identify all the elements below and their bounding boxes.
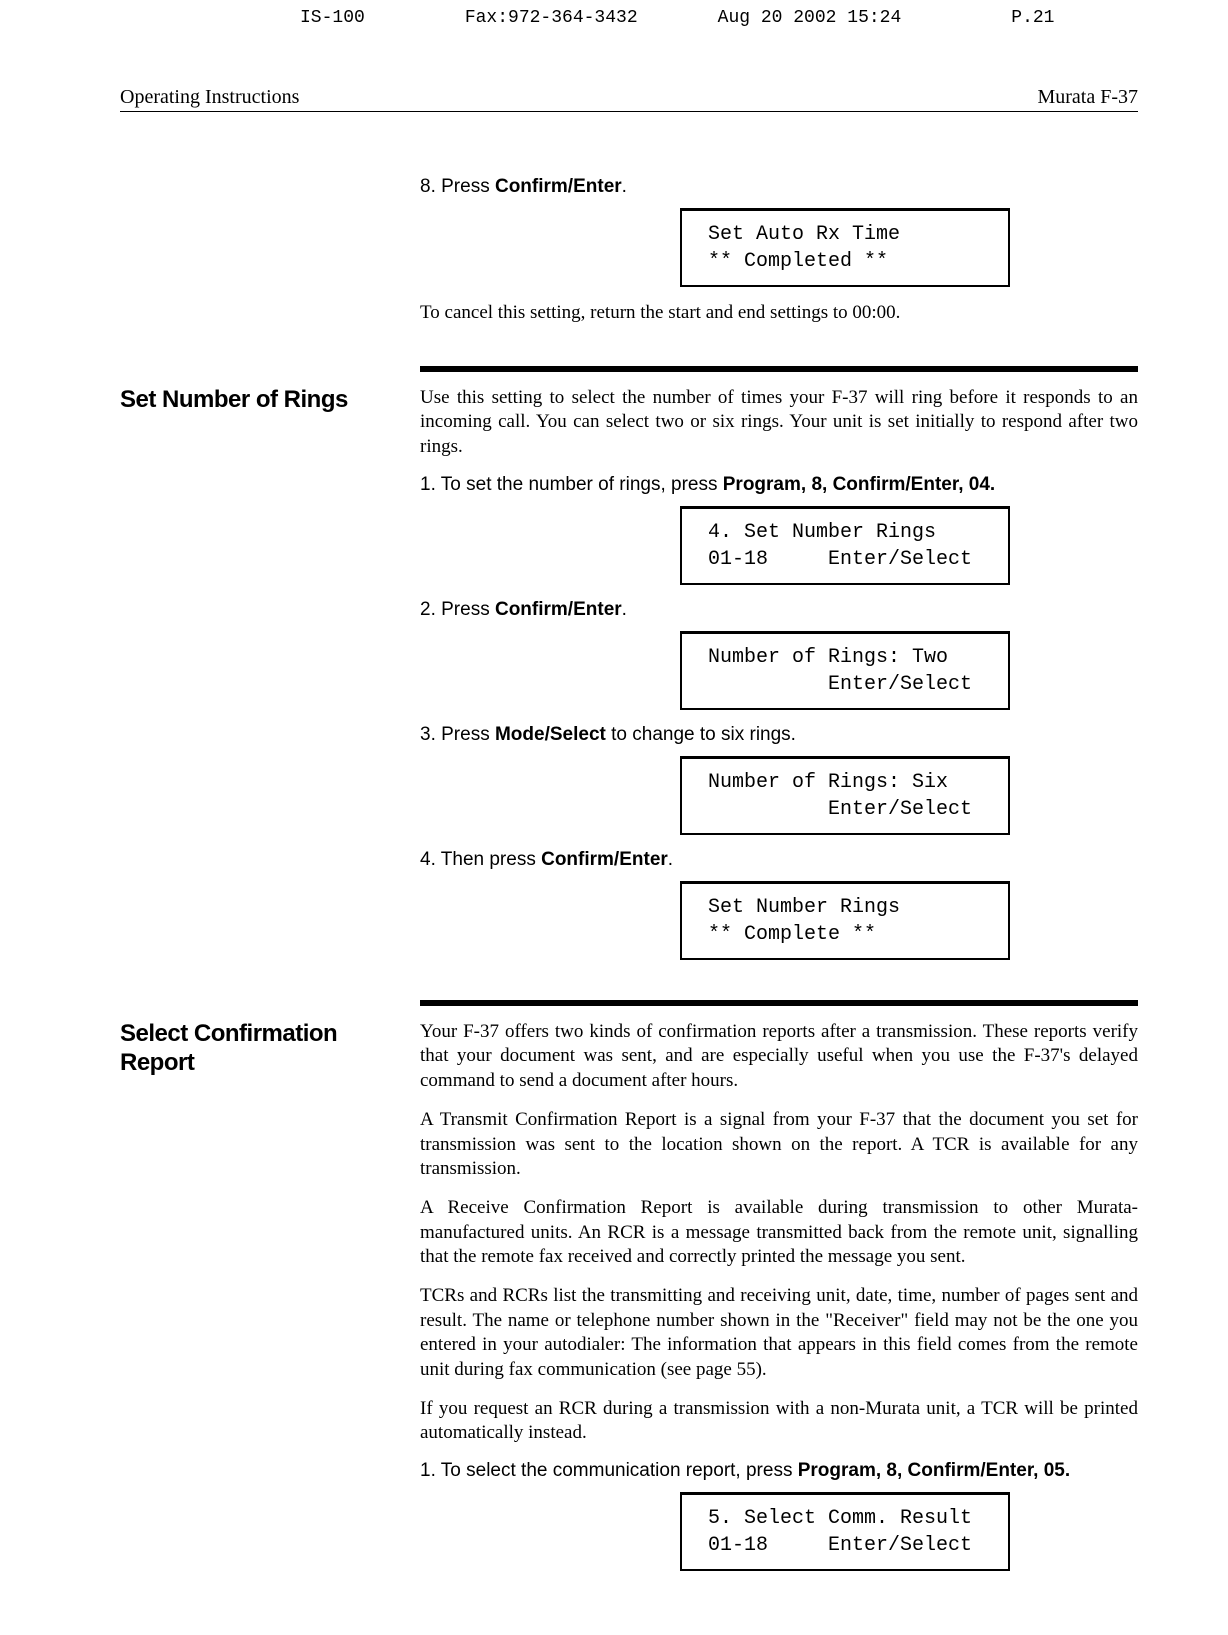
lcd-display: Number of Rings: Two Enter/Select <box>680 631 1010 710</box>
step-4: 4. Then press Confirm/Enter. <box>420 849 1138 871</box>
fax-number: Fax:972-364-3432 <box>465 8 638 28</box>
fax-date: Aug 20 2002 15:24 <box>718 8 902 28</box>
paragraph-3: A Receive Confirmation Report is availab… <box>420 1196 1138 1270</box>
section-heading: Select Confirmation Report <box>120 1020 400 1078</box>
fax-model: IS-100 <box>300 8 365 28</box>
header-right: Murata F-37 <box>1037 86 1138 109</box>
document-page: Operating Instructions Murata F-37 8. Pr… <box>0 36 1228 1635</box>
section-confirmation-report: Select Confirmation Report Your F-37 off… <box>120 1020 1138 1585</box>
step-2: 2. Press Confirm/Enter. <box>420 599 1138 621</box>
fax-page: P.21 <box>1011 8 1054 28</box>
document-header: Operating Instructions Murata F-37 <box>120 86 1138 112</box>
step-1: 1. To set the number of rings, press Pro… <box>420 474 1138 496</box>
fax-header: IS-100 Fax:972-364-3432 Aug 20 2002 15:2… <box>300 0 1228 36</box>
section-divider <box>420 1000 1138 1006</box>
section-continuation: 8. Press Confirm/Enter. Set Auto Rx Time… <box>120 162 1138 386</box>
cancel-instruction: To cancel this setting, return the start… <box>420 301 1138 326</box>
step-8: 8. Press Confirm/Enter. <box>420 176 1138 198</box>
section-divider <box>420 366 1138 372</box>
intro-text: Use this setting to select the number of… <box>420 386 1138 460</box>
right-column: Use this setting to select the number of… <box>420 386 1138 1020</box>
step-3: 3. Press Mode/Select to change to six ri… <box>420 724 1138 746</box>
left-column: Set Number of Rings <box>120 386 420 1020</box>
paragraph-2: A Transmit Confirmation Report is a sign… <box>420 1108 1138 1182</box>
lcd-display: Number of Rings: Six Enter/Select <box>680 756 1010 835</box>
right-column: Your F-37 offers two kinds of confirmati… <box>420 1020 1138 1585</box>
lcd-display: 5. Select Comm. Result 01-18 Enter/Selec… <box>680 1492 1010 1571</box>
section-set-rings: Set Number of Rings Use this setting to … <box>120 386 1138 1020</box>
left-column: Select Confirmation Report <box>120 1020 420 1585</box>
paragraph-4: TCRs and RCRs list the transmitting and … <box>420 1284 1138 1383</box>
header-left: Operating Instructions <box>120 86 299 109</box>
left-column-empty <box>120 162 420 386</box>
lcd-display: 4. Set Number Rings 01-18 Enter/Select <box>680 506 1010 585</box>
right-column: 8. Press Confirm/Enter. Set Auto Rx Time… <box>420 162 1138 386</box>
paragraph-1: Your F-37 offers two kinds of confirmati… <box>420 1020 1138 1094</box>
lcd-display: Set Auto Rx Time ** Completed ** <box>680 208 1010 287</box>
paragraph-5: If you request an RCR during a transmiss… <box>420 1397 1138 1446</box>
step-1: 1. To select the communication report, p… <box>420 1460 1138 1482</box>
lcd-display: Set Number Rings ** Complete ** <box>680 881 1010 960</box>
section-heading: Set Number of Rings <box>120 386 400 415</box>
